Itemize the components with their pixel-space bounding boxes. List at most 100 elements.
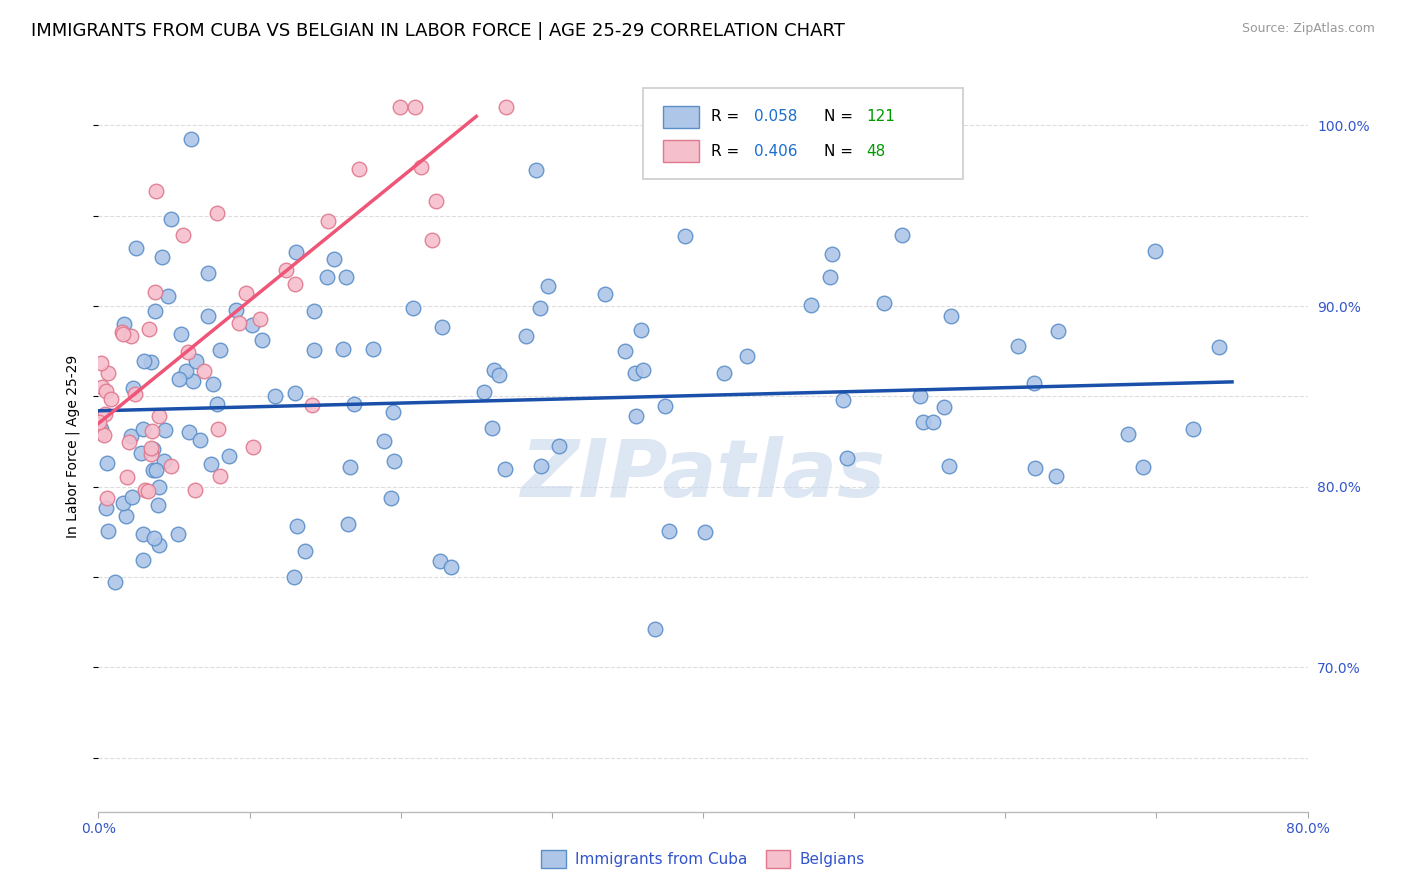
Point [112, 496, 135, 510]
Point [167, 527, 190, 541]
Point [425, 194, 447, 208]
Legend: Immigrants from Cuba, Belgians: Immigrants from Cuba, Belgians [536, 844, 870, 873]
Point [132, 422, 155, 436]
Point [193, 364, 215, 378]
Point [941, 309, 963, 323]
Point [139, 447, 162, 461]
Point [283, 570, 305, 584]
Point [115, 470, 138, 484]
Point [134, 483, 156, 497]
Point [285, 519, 308, 533]
Point [152, 453, 174, 467]
Y-axis label: In Labor Force | Age 25-29: In Labor Force | Age 25-29 [66, 354, 80, 538]
Point [207, 421, 229, 435]
Point [420, 233, 443, 247]
Point [524, 163, 547, 178]
Point [301, 399, 323, 413]
Point [1208, 340, 1230, 354]
Point [429, 554, 451, 568]
Point [90, 421, 112, 435]
Point [547, 439, 569, 453]
Point [146, 498, 169, 512]
Point [90, 356, 112, 370]
Point [1132, 459, 1154, 474]
Point [361, 342, 384, 356]
Point [122, 381, 145, 395]
Point [481, 421, 503, 435]
Point [225, 303, 247, 318]
Point [132, 552, 155, 566]
Point [658, 524, 681, 539]
Point [96, 456, 118, 470]
Point [388, 100, 411, 114]
Point [411, 160, 433, 174]
Point [136, 483, 159, 498]
Point [181, 374, 204, 388]
Point [284, 277, 307, 291]
Point [1045, 468, 1067, 483]
Point [142, 442, 165, 456]
Point [134, 354, 156, 368]
Text: 121: 121 [866, 110, 896, 124]
Point [713, 366, 735, 380]
Point [695, 524, 717, 539]
Point [737, 349, 759, 363]
Text: Source: ZipAtlas.com: Source: ZipAtlas.com [1241, 22, 1375, 36]
Point [97, 366, 120, 380]
Point [488, 368, 510, 382]
Point [124, 387, 146, 401]
Point [115, 508, 138, 523]
Point [176, 344, 198, 359]
Point [131, 527, 153, 541]
Point [208, 343, 231, 358]
Point [121, 490, 143, 504]
Point [264, 389, 287, 403]
Point [495, 100, 517, 114]
Point [249, 312, 271, 326]
Point [242, 440, 264, 454]
Point [141, 354, 163, 368]
Point [1143, 244, 1166, 259]
Point [218, 449, 240, 463]
Point [90, 380, 112, 394]
Point [205, 397, 228, 411]
Point [94, 407, 117, 421]
Point [141, 425, 163, 439]
Point [316, 214, 339, 228]
Point [143, 303, 166, 318]
Text: N =: N = [824, 144, 858, 159]
Point [530, 458, 553, 473]
Point [145, 463, 167, 477]
Point [430, 319, 453, 334]
Point [148, 479, 170, 493]
Text: R =: R = [711, 110, 745, 124]
Point [339, 460, 361, 475]
Text: R =: R = [711, 144, 745, 159]
Text: IMMIGRANTS FROM CUBA VS BELGIAN IN LABOR FORCE | AGE 25-29 CORRELATION CHART: IMMIGRANTS FROM CUBA VS BELGIAN IN LABOR… [31, 22, 845, 40]
Point [197, 309, 219, 323]
Point [169, 372, 191, 386]
Point [118, 434, 141, 449]
Point [673, 229, 696, 244]
Point [103, 574, 125, 589]
Point [184, 483, 207, 498]
Point [111, 326, 134, 341]
Point [494, 461, 516, 475]
Point [153, 423, 176, 437]
Point [228, 317, 250, 331]
Point [205, 206, 228, 220]
Point [148, 538, 170, 552]
FancyBboxPatch shape [664, 140, 699, 162]
Point [169, 326, 191, 341]
Point [440, 560, 463, 574]
Point [197, 266, 219, 280]
Point [94, 384, 117, 398]
Point [250, 333, 273, 347]
Point [125, 241, 148, 255]
Point [630, 323, 652, 337]
Point [832, 393, 855, 408]
Point [332, 342, 354, 356]
Point [472, 385, 495, 400]
Point [818, 270, 841, 285]
Point [159, 458, 181, 473]
